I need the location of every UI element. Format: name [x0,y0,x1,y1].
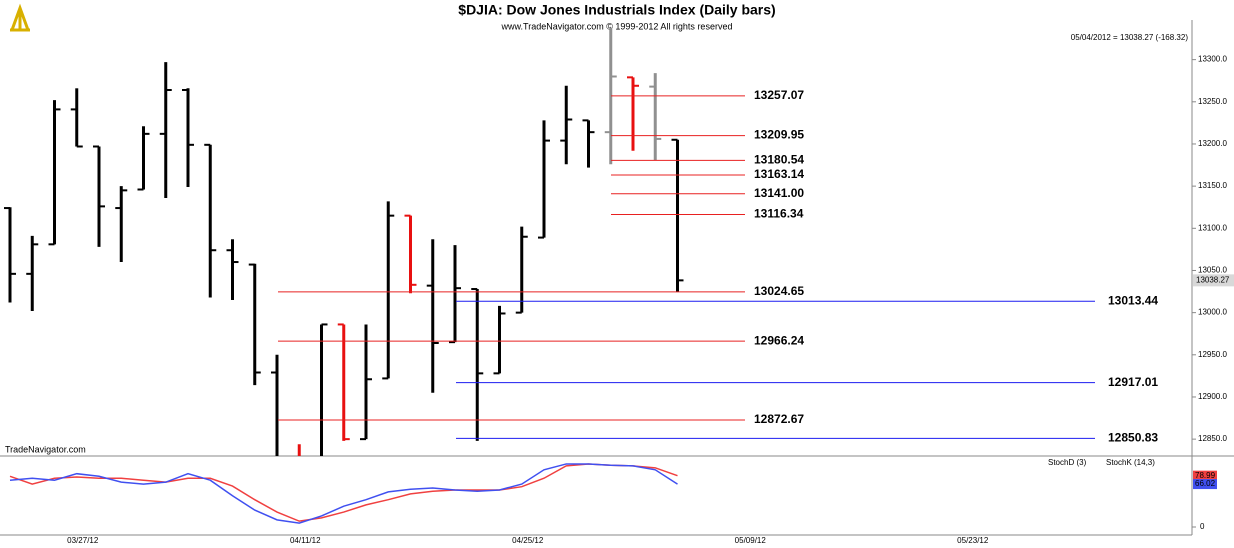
watermark: TradeNavigator.com [5,444,86,454]
stoch-line [9,463,678,524]
y-tick-label: 12900.0 [1198,392,1227,401]
y-tick-label: 12850.0 [1198,434,1227,443]
level-label: 12917.01 [1108,375,1158,389]
quote: 05/04/2012 = 13038.27 (-168.32) [1071,33,1189,42]
last-price-tag [1193,274,1234,287]
level-label: 13209.95 [754,128,804,142]
stoch-tag [1193,479,1217,490]
price-plot [4,27,684,456]
y-tick-label: 13100.0 [1198,223,1227,232]
legend-entry: StochK (14,3) [1106,458,1155,467]
stoch-line [9,463,678,522]
y-tick-label: 13300.0 [1198,55,1227,64]
stoch-tag-label: 78.99 [1195,471,1216,480]
logo [10,3,30,32]
stoch-tag [1193,470,1217,481]
subtitle: www.TradeNavigator.com © 1999-2012 All r… [501,21,733,31]
level-label: 13013.44 [1108,293,1158,307]
chart-title: $DJIA: Dow Jones Industrials Index (Dail… [458,2,775,18]
level-label: 12850.83 [1108,431,1158,445]
x-tick-label: 05/09/12 [735,536,767,545]
x-tick-label: 03/27/12 [67,536,99,545]
legend-entry: StochD (3) [1048,458,1087,467]
level-label: 12966.24 [754,333,804,347]
level-label: 13024.65 [754,284,804,298]
level-label: 13180.54 [754,153,804,167]
y-tick-label: 13200.0 [1198,139,1227,148]
last-price-label: 13038.27 [1196,275,1230,284]
y-tick-label: 13000.0 [1198,308,1227,317]
y-tick-label: 13250.0 [1198,97,1227,106]
y2-tick-label: 0 [1200,522,1205,531]
level-label: 12872.67 [754,412,804,426]
level-label: 13116.34 [754,207,804,221]
x-tick-label: 05/23/12 [957,536,989,545]
level-label: 13163.14 [754,167,804,181]
level-label: 13141.00 [754,186,804,200]
stoch-tag-label: 66.02 [1195,479,1216,488]
y-tick-label: 13050.0 [1198,266,1227,275]
y-tick-label: 12950.0 [1198,350,1227,359]
x-tick-label: 04/25/12 [512,536,544,545]
level-label: 13257.07 [754,88,804,102]
x-tick-label: 04/11/12 [290,536,321,545]
y-tick-label: 13150.0 [1198,181,1227,190]
